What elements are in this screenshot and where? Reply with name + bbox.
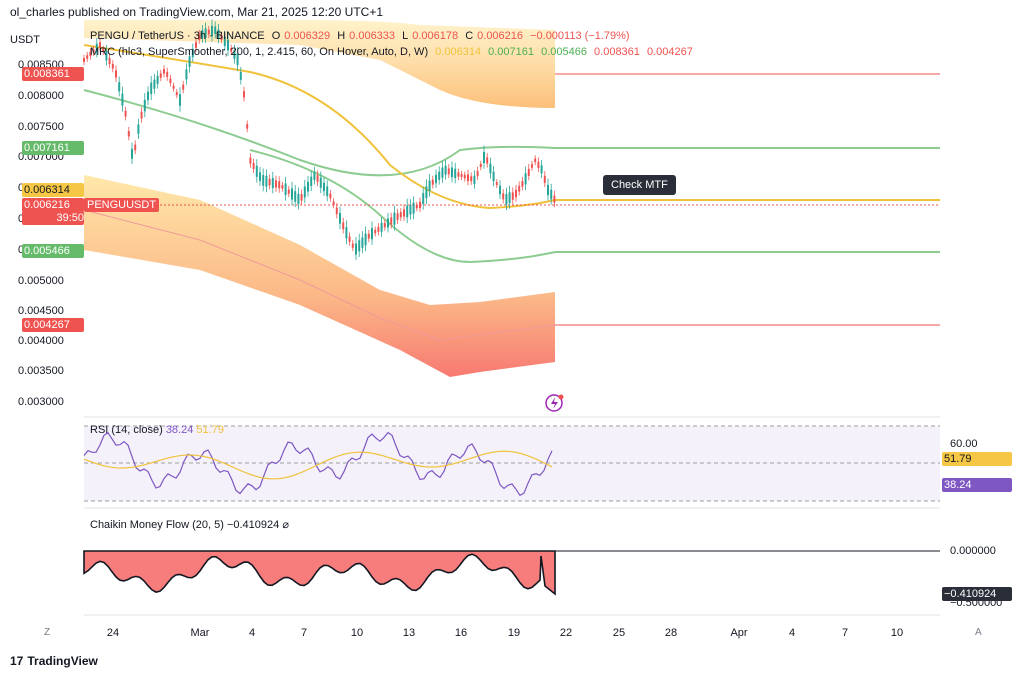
symbol-legend[interactable]: PENGU / TetherUS · 3h · BINANCE O 0.00632… <box>90 30 630 42</box>
badge-lower-green: 0.005466 <box>22 244 84 258</box>
mrc-lower-green-line <box>249 149 940 264</box>
hide-icon[interactable]: ⌀ <box>282 519 289 531</box>
price-tick: 0.005500 <box>18 244 1024 256</box>
mrc-legend[interactable]: MRC (hlc3, SuperSmoother, 200, 1, 2.415,… <box>90 46 693 58</box>
rsi-line <box>83 431 553 497</box>
time-tick: 7 <box>841 627 849 639</box>
time-tick: 10 <box>890 627 904 639</box>
time-tick: 7 <box>300 627 308 639</box>
badge-upper-green: 0.007161 <box>22 141 84 155</box>
published-by-text: ol_charles published on TradingView.com,… <box>10 5 384 19</box>
price-tick: 0.005000 <box>18 275 64 287</box>
badge-countdown: 39:50 <box>22 211 84 225</box>
time-tick: 24 <box>106 627 120 639</box>
time-tick: 22 <box>559 627 573 639</box>
badge-mean: 0.006314 <box>22 183 84 197</box>
check-mtf-tooltip[interactable]: Check MTF <box>603 175 676 195</box>
symbol-tag: PENGUUSDT <box>84 198 160 212</box>
candlestick-series <box>83 19 556 261</box>
symbol-name: PENGU / TetherUS · 3h · BINANCE <box>90 30 265 42</box>
time-tick: 10 <box>350 627 364 639</box>
lower-band-inner-line <box>83 209 556 341</box>
price-tick: 0.008500 <box>18 59 64 71</box>
time-tick: Mar <box>190 627 210 639</box>
lower-band-zone <box>84 175 555 377</box>
price-tick: 0.007500 <box>18 121 64 133</box>
auto-scale-button[interactable]: A <box>975 627 982 638</box>
price-tick: 0.007000 <box>18 151 64 163</box>
upper-band-zone <box>84 20 555 108</box>
cmf-area <box>83 550 556 596</box>
price-tick: 0.004500 <box>18 305 64 317</box>
rsi-ma-badge: 51.79 <box>942 452 1012 466</box>
rsi-legend[interactable]: RSI (14, close) 38.24 51.79 <box>90 424 224 436</box>
price-tick: 0.004000 <box>18 335 64 347</box>
time-tick: 16 <box>454 627 468 639</box>
time-tick: 28 <box>664 627 678 639</box>
badge-upper-red: 0.008361 <box>22 67 84 81</box>
badge-lower-red: 0.004267 <box>22 318 84 332</box>
rsi-value-badge: 38.24 <box>942 478 1012 492</box>
mrc-upper-green-line <box>83 89 940 177</box>
tradingview-brand[interactable]: 17 TradingView <box>10 654 98 668</box>
time-tick: Apr <box>730 627 748 639</box>
mrc-params: MRC (hlc3, SuperSmoother, 200, 1, 2.415,… <box>90 46 429 58</box>
time-tick: 4 <box>788 627 796 639</box>
price-tick: 0.006000 <box>18 213 1024 225</box>
mrc-mean-line <box>83 44 940 210</box>
time-tick: 4 <box>248 627 256 639</box>
rsi-ma-line <box>83 450 553 480</box>
price-tick: 0.003500 <box>18 365 64 377</box>
lightning-icon[interactable] <box>545 394 564 412</box>
zoom-button[interactable]: Z <box>44 627 51 638</box>
currency-unit: USDT <box>10 34 40 46</box>
time-tick: 25 <box>612 627 626 639</box>
cmf-value-badge: −0.410924 <box>942 587 1012 601</box>
price-tick: 0.006500 <box>18 182 1024 194</box>
time-tick: 13 <box>402 627 416 639</box>
badge-last-price: 0.006216 <box>22 198 84 212</box>
price-tick: 0.003000 <box>18 396 64 408</box>
price-tick: 0.008000 <box>18 90 64 102</box>
cmf-zero-label: 0.000000 <box>950 545 996 557</box>
price-change: −0.000113 (−1.79%) <box>530 30 630 42</box>
tradingview-logo: 17 <box>10 654 24 668</box>
rsi-level-label: 60.00 <box>950 438 978 450</box>
time-tick: 19 <box>507 627 521 639</box>
cmf-legend[interactable]: Chaikin Money Flow (20, 5) −0.410924 ⌀ <box>90 519 289 531</box>
